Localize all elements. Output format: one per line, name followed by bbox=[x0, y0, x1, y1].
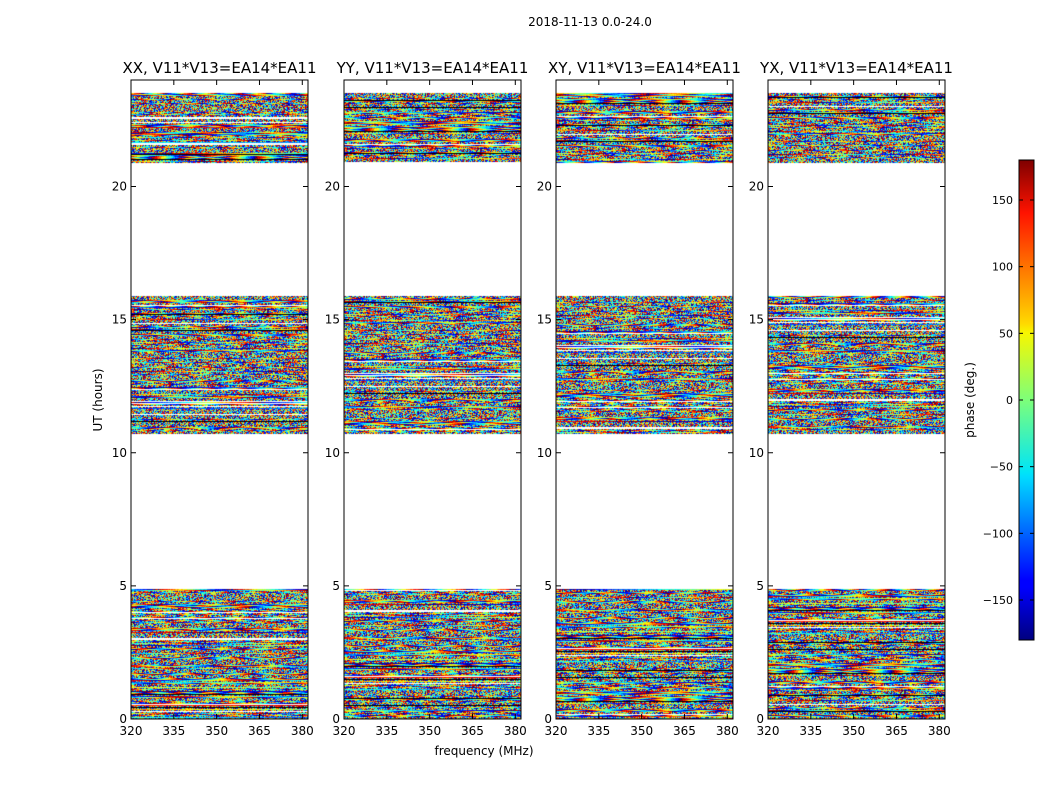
plot-frame bbox=[130, 79, 309, 720]
x-tick-label: 335 bbox=[162, 724, 185, 738]
y-tick-label: 5 bbox=[544, 579, 552, 593]
panel-title: YY, V11*V13=EA14*EA11 bbox=[336, 59, 529, 77]
x-tick-label: 365 bbox=[673, 724, 696, 738]
x-tick-label: 350 bbox=[630, 724, 653, 738]
x-tick-label: 380 bbox=[291, 724, 314, 738]
panels: XX, V11*V13=EA14*EA11 320 335 350 365 380 0 5 10… bbox=[112, 59, 953, 738]
plot-frame bbox=[343, 79, 522, 720]
y-tick-label: 10 bbox=[325, 446, 340, 460]
y-tick-label: 20 bbox=[749, 180, 764, 194]
figure-title: 2018-11-13 0.0-24.0 bbox=[528, 15, 652, 29]
phase-heatmap bbox=[344, 80, 521, 719]
phase-heatmap bbox=[768, 80, 945, 719]
colorbar-tick-label: −100 bbox=[983, 527, 1013, 540]
y-axis-label: UT (hours) bbox=[91, 368, 105, 431]
x-tick-label: 365 bbox=[461, 724, 484, 738]
y-tick-label: 0 bbox=[544, 712, 552, 726]
y-tick-label: 5 bbox=[119, 579, 127, 593]
y-tick-label: 0 bbox=[119, 712, 127, 726]
panel: XY, V11*V13=EA14*EA11 320 335 350 365 380 0 5 10… bbox=[537, 59, 741, 738]
x-tick-label: 365 bbox=[248, 724, 271, 738]
y-tick-label: 10 bbox=[537, 446, 552, 460]
colorbar: −150 −100 −50 0 50 100 150 bbox=[983, 159, 1035, 641]
y-tick-label: 10 bbox=[112, 446, 127, 460]
y-tick-label: 15 bbox=[749, 313, 764, 327]
colorbar-tick-label: 150 bbox=[992, 194, 1013, 207]
panel-title: YX, V11*V13=EA14*EA11 bbox=[759, 59, 953, 77]
x-tick-label: 380 bbox=[504, 724, 527, 738]
x-tick-label: 380 bbox=[716, 724, 739, 738]
x-tick-label: 365 bbox=[885, 724, 908, 738]
x-tick-label: 320 bbox=[333, 724, 356, 738]
x-tick-label: 320 bbox=[545, 724, 568, 738]
x-axis-label: frequency (MHz) bbox=[434, 744, 533, 758]
y-tick-label: 10 bbox=[749, 446, 764, 460]
colorbar-tick-label: −50 bbox=[990, 461, 1013, 474]
colorbar-tick-label: −150 bbox=[983, 594, 1013, 607]
panel: YX, V11*V13=EA14*EA11 320 335 350 365 380 0 5 10… bbox=[749, 59, 953, 738]
colorbar-tick-label: 50 bbox=[999, 327, 1013, 340]
colorbar-tick-label: 0 bbox=[1006, 394, 1013, 407]
panel-title: XY, V11*V13=EA14*EA11 bbox=[548, 59, 741, 77]
x-tick-label: 335 bbox=[375, 724, 398, 738]
y-tick-label: 15 bbox=[325, 313, 340, 327]
y-tick-label: 15 bbox=[112, 313, 127, 327]
colorbar-label: phase (deg.) bbox=[963, 362, 977, 438]
y-tick-label: 20 bbox=[537, 180, 552, 194]
panel-title: XX, V11*V13=EA14*EA11 bbox=[122, 59, 316, 77]
x-tick-label: 350 bbox=[205, 724, 228, 738]
y-tick-label: 5 bbox=[756, 579, 764, 593]
x-tick-label: 350 bbox=[418, 724, 441, 738]
y-tick-label: 20 bbox=[325, 180, 340, 194]
panel: XX, V11*V13=EA14*EA11 320 335 350 365 380 0 5 10… bbox=[112, 59, 317, 738]
x-tick-label: 350 bbox=[842, 724, 865, 738]
colorbar-tick-label: 100 bbox=[992, 261, 1013, 274]
panel: YY, V11*V13=EA14*EA11 320 335 350 365 380 0 5 10… bbox=[325, 59, 529, 738]
x-tick-label: 320 bbox=[120, 724, 143, 738]
plot-frame bbox=[555, 79, 734, 720]
x-tick-label: 335 bbox=[799, 724, 822, 738]
y-tick-label: 0 bbox=[756, 712, 764, 726]
phase-heatmap bbox=[131, 80, 308, 719]
x-tick-label: 335 bbox=[587, 724, 610, 738]
y-tick-label: 0 bbox=[332, 712, 340, 726]
y-tick-label: 15 bbox=[537, 313, 552, 327]
x-tick-label: 380 bbox=[928, 724, 951, 738]
y-tick-label: 5 bbox=[332, 579, 340, 593]
y-tick-label: 20 bbox=[112, 180, 127, 194]
phase-heatmap bbox=[556, 80, 733, 719]
x-tick-label: 320 bbox=[757, 724, 780, 738]
plot-frame bbox=[767, 79, 946, 720]
